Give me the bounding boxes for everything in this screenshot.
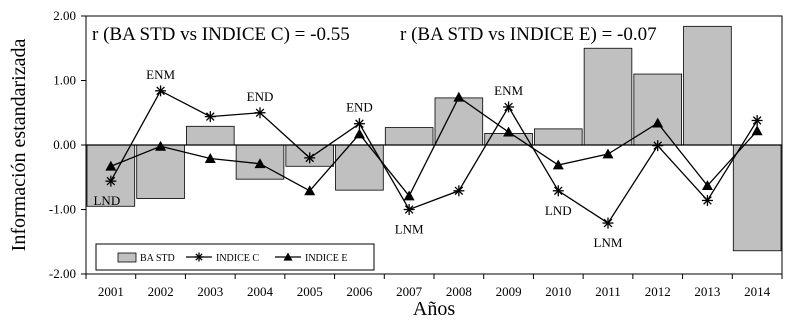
x-tick-label-2006: 2006	[346, 284, 373, 299]
point-indice-c-2001	[105, 175, 117, 187]
point-indice-e-2004	[254, 158, 266, 169]
x-tick-label-2013: 2013	[694, 284, 720, 299]
point-label-lnm-2011: LNM	[594, 235, 623, 250]
legend-swatch-ba-std	[117, 252, 137, 263]
legend-label-indice-c: INDICE C	[216, 253, 259, 264]
point-indice-e-2008	[453, 91, 465, 102]
point-indice-c-2004	[254, 107, 266, 119]
point-indice-e-2011	[602, 148, 614, 159]
point-indice-e-2014	[751, 125, 763, 136]
x-tick-label-2001: 2001	[98, 284, 124, 299]
point-indice-c-2002	[155, 85, 167, 97]
point-indice-c-2011	[602, 217, 614, 229]
bar-2010	[534, 128, 583, 146]
point-label-lnm-2007: LNM	[395, 222, 424, 237]
x-tick-label-2007: 2007	[396, 284, 423, 299]
bar-2013	[683, 25, 732, 146]
point-indice-e-2009	[503, 126, 515, 137]
point-indice-c-2005	[304, 152, 316, 164]
bar-2007	[384, 127, 434, 146]
point-label-lnd-2010: LND	[545, 203, 572, 218]
x-tick-label-2012: 2012	[645, 284, 671, 299]
legend-symbol-indice-e	[275, 252, 301, 261]
x-tick-label-2014: 2014	[744, 284, 771, 299]
point-indice-c-2014	[751, 114, 763, 126]
point-indice-c-2003	[204, 111, 216, 123]
x-tick-label-2009: 2009	[496, 284, 522, 299]
point-indice-c-2013	[701, 194, 713, 206]
point-indice-c-2007	[403, 204, 415, 215]
point-indice-e-2007	[403, 190, 415, 201]
x-tick-label-2005: 2005	[297, 284, 323, 299]
line-indice-c	[110, 89, 758, 224]
point-label-enm-2002: ENM	[146, 67, 175, 82]
point-indice-e-2002	[155, 140, 167, 151]
line-indice-e	[110, 96, 758, 198]
point-indice-e-2013	[701, 180, 713, 191]
point-indice-c-2006	[353, 118, 365, 130]
annotation-correlation-c: r (BA STD vs INDICE C) = -0.55	[92, 24, 350, 45]
point-label-enm-2009: ENM	[494, 83, 523, 98]
bar-2008	[434, 97, 484, 146]
legend-marker-indice-e	[283, 252, 293, 261]
legend-symbol-indice-c	[186, 252, 212, 262]
point-label-lnd-2001: LND	[93, 193, 120, 208]
y-tick-label-3: -1.00	[49, 202, 76, 217]
bar-2012	[633, 73, 682, 146]
point-indice-c-2012	[652, 140, 664, 152]
point-indice-c-2008	[453, 185, 465, 197]
point-indice-e-2010	[552, 159, 564, 170]
y-tick-label-2: 0.00	[53, 137, 76, 152]
point-indice-e-2005	[304, 185, 316, 196]
point-indice-e-2006	[353, 128, 365, 139]
point-indice-c-2010	[552, 185, 564, 197]
y-tick-label-4: -2.00	[49, 266, 76, 281]
x-axis-title: Años	[413, 298, 455, 320]
y-axis-title: Información estandarizada	[8, 39, 30, 252]
x-tick-label-2004: 2004	[247, 284, 274, 299]
x-tick-label-2011: 2011	[595, 284, 621, 299]
y-tick-label-0: 2.00	[53, 8, 76, 23]
bar-2014	[732, 144, 782, 252]
point-label-end-2004: END	[247, 89, 274, 104]
legend-label-indice-e: INDICE E	[305, 253, 348, 264]
legend: BA STD INDICE C INDICE E	[95, 243, 375, 271]
y-tick-label-1: 1.00	[53, 73, 76, 88]
point-indice-c-2009	[503, 101, 515, 113]
legend-box	[95, 243, 375, 271]
point-indice-e-2001	[105, 160, 117, 171]
legend-label-ba-std: BA STD	[140, 253, 175, 264]
legend-marker-indice-c	[194, 252, 204, 262]
annotation-correlation-e: r (BA STD vs INDICE E) = -0.07	[400, 24, 657, 45]
bar-2011	[583, 47, 633, 146]
x-tick-label-2010: 2010	[545, 284, 571, 299]
x-tick-label-2008: 2008	[446, 284, 472, 299]
point-label-end-2006: END	[346, 100, 373, 115]
point-indice-e-2012	[652, 117, 664, 128]
point-indice-e-2003	[204, 153, 216, 163]
x-tick-label-2002: 2002	[148, 284, 174, 299]
bar-2002	[136, 144, 185, 199]
x-tick-label-2003: 2003	[197, 284, 223, 299]
bar-2003	[186, 125, 235, 146]
